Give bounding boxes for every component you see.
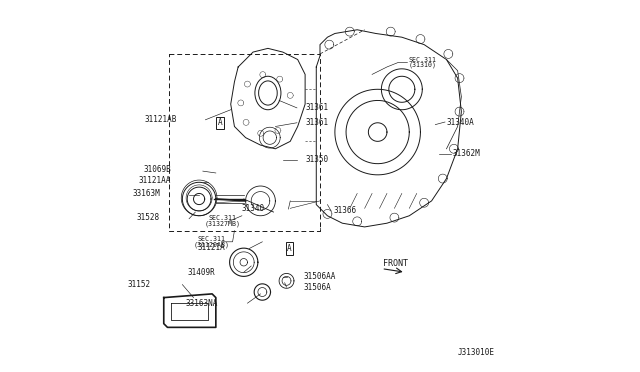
Text: 31528: 31528 (137, 213, 160, 222)
Text: 31362M: 31362M (452, 149, 480, 158)
Text: J313010E: J313010E (458, 348, 495, 357)
Text: 31506A: 31506A (303, 283, 331, 292)
Text: A: A (287, 244, 292, 253)
Text: (31327MB): (31327MB) (205, 221, 241, 227)
Text: (31120AB): (31120AB) (193, 241, 229, 248)
Text: SEC.311: SEC.311 (209, 215, 237, 221)
Text: 31361: 31361 (305, 103, 328, 112)
Text: (31310): (31310) (408, 62, 436, 68)
Text: 31121AB: 31121AB (145, 115, 177, 124)
Text: 33163M: 33163M (132, 189, 160, 198)
Text: 31121A: 31121A (197, 243, 225, 252)
Text: 31409R: 31409R (188, 268, 215, 277)
Text: 31340A: 31340A (447, 118, 474, 126)
Text: 31152: 31152 (127, 280, 151, 289)
Text: 31506AA: 31506AA (303, 272, 335, 280)
Text: 31350: 31350 (305, 155, 328, 164)
Text: 31361: 31361 (305, 118, 328, 127)
Text: A: A (218, 118, 223, 127)
Text: SEC.311: SEC.311 (197, 236, 225, 242)
Text: SEC.311: SEC.311 (408, 57, 436, 62)
Text: FRONT: FRONT (383, 259, 408, 268)
Text: 31366: 31366 (333, 206, 356, 215)
Text: 31340: 31340 (241, 204, 264, 213)
Text: 33163NA: 33163NA (186, 299, 218, 308)
Text: 31121AA: 31121AA (139, 176, 172, 185)
Text: 31069B: 31069B (143, 165, 172, 174)
